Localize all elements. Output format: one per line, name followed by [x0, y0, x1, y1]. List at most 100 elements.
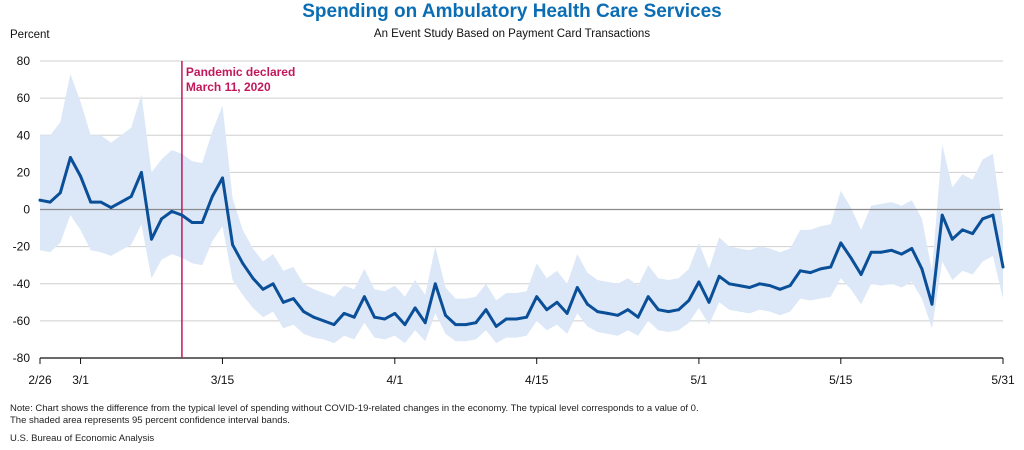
data-point	[880, 250, 883, 254]
data-point	[930, 302, 934, 306]
data-point	[626, 308, 630, 312]
data-point	[433, 282, 437, 286]
data-point	[565, 312, 569, 315]
data-point	[606, 312, 610, 315]
data-point	[788, 284, 792, 287]
data-point	[180, 213, 184, 217]
data-point	[940, 213, 944, 217]
y-tick-label: -20	[13, 240, 31, 254]
data-point	[504, 317, 508, 321]
data-point	[1001, 265, 1005, 269]
data-point	[778, 287, 782, 291]
data-point	[464, 323, 468, 326]
data-point	[69, 156, 72, 159]
data-point	[403, 323, 407, 326]
data-point	[48, 200, 52, 204]
data-point	[656, 308, 660, 312]
data-point	[687, 299, 691, 302]
event-label: Pandemic declared	[186, 65, 295, 79]
data-point	[768, 284, 772, 287]
data-point	[444, 313, 447, 317]
data-point	[991, 213, 995, 217]
data-point	[454, 323, 457, 326]
data-point	[200, 221, 204, 224]
data-point	[575, 286, 579, 289]
data-point	[677, 308, 680, 312]
y-tick-label: 60	[17, 91, 31, 105]
data-point	[119, 200, 123, 204]
data-point	[809, 271, 812, 274]
data-point	[697, 280, 701, 284]
x-tick-label: 2/26	[28, 373, 52, 387]
data-point	[292, 297, 295, 300]
data-point	[900, 252, 903, 256]
data-point	[555, 300, 559, 304]
data-point	[58, 191, 62, 195]
data-point	[109, 206, 113, 210]
data-point	[383, 317, 387, 321]
data-point	[79, 174, 82, 178]
data-point	[910, 247, 914, 250]
x-tick-label: 5/1	[691, 373, 708, 387]
data-point	[819, 267, 822, 271]
y-tick-label: 40	[17, 128, 31, 142]
data-point	[738, 284, 741, 287]
data-point	[950, 237, 954, 241]
axes	[39, 208, 1004, 364]
data-point	[727, 282, 731, 286]
y-tick-label: -80	[13, 351, 31, 365]
data-point	[322, 319, 326, 323]
data-point	[342, 312, 346, 315]
data-point	[99, 200, 103, 204]
y-tick-label: -60	[13, 314, 31, 328]
data-point	[281, 300, 285, 304]
y-axis-label: Percent	[10, 29, 50, 41]
data-point	[261, 287, 265, 291]
data-point	[920, 267, 924, 271]
data-point	[515, 317, 518, 321]
data-point	[717, 274, 721, 278]
data-point	[150, 237, 153, 241]
data-point	[160, 217, 164, 221]
y-tick-label: -40	[13, 277, 31, 291]
data-point	[646, 295, 650, 299]
data-point	[38, 198, 42, 202]
x-tick-label: 4/15	[525, 373, 549, 387]
data-point	[474, 321, 478, 325]
data-point	[961, 228, 964, 232]
x-tick-label: 5/31	[991, 373, 1015, 387]
y-tick-label: 80	[17, 54, 31, 68]
data-point	[890, 248, 893, 252]
data-point	[596, 310, 599, 313]
data-point	[129, 195, 133, 198]
data-point	[231, 243, 235, 247]
data-point	[798, 269, 802, 273]
data-point	[971, 232, 974, 236]
y-tick-labels: -80 -60 -40 -20 0 20 40 60 80	[13, 54, 31, 365]
data-point	[758, 282, 762, 286]
chart-subtitle: An Event Study Based on Payment Card Tra…	[373, 28, 651, 40]
data-point	[636, 315, 640, 319]
chart-title: Spending on Ambulatory Health Care Servi…	[302, 1, 722, 22]
data-point	[667, 310, 670, 313]
data-point	[332, 323, 336, 326]
data-point	[271, 282, 275, 286]
data-point	[210, 195, 214, 198]
x-tick-label: 3/15	[211, 373, 235, 387]
data-point	[312, 315, 316, 319]
data-point	[525, 315, 528, 319]
data-point	[190, 221, 194, 224]
data-point	[748, 286, 751, 289]
data-points	[38, 156, 1005, 328]
data-point	[869, 250, 873, 254]
data-point	[413, 306, 417, 310]
data-point	[423, 321, 427, 325]
data-point	[545, 308, 549, 312]
data-point	[494, 325, 498, 328]
x-tick-label: 4/1	[386, 373, 403, 387]
data-point	[616, 313, 620, 317]
data-point	[859, 273, 863, 276]
data-point	[251, 276, 255, 280]
data-point	[302, 310, 305, 313]
chart-note: Note: Chart shows the difference from th…	[10, 403, 699, 427]
